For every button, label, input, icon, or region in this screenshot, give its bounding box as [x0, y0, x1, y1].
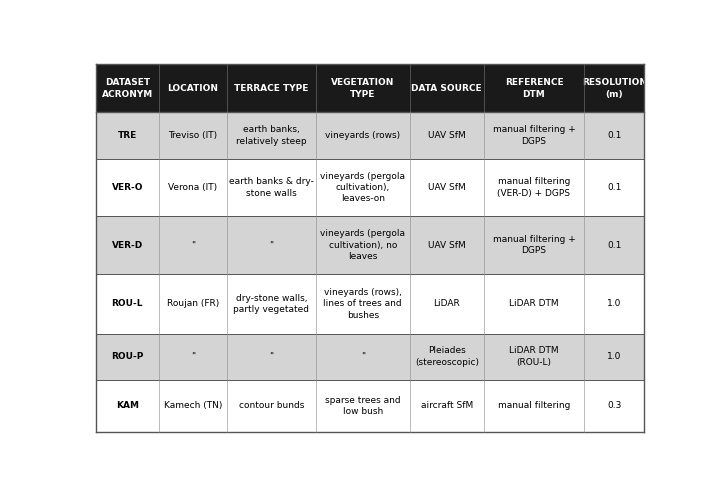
Bar	[159, 380, 227, 432]
Bar	[584, 113, 644, 159]
Text: UAV SfM: UAV SfM	[428, 131, 466, 140]
Text: manual filtering
(VER-D) + DGPS: manual filtering (VER-D) + DGPS	[497, 177, 570, 197]
Bar	[316, 217, 410, 274]
Bar	[410, 159, 484, 217]
Text: 1.0: 1.0	[607, 299, 622, 308]
Bar	[584, 65, 644, 113]
Bar	[227, 217, 316, 274]
Bar	[316, 65, 410, 113]
Bar	[159, 65, 227, 113]
Bar	[227, 159, 316, 217]
Text: UAV SfM: UAV SfM	[428, 183, 466, 192]
Bar	[484, 380, 584, 432]
Text: ROU-L: ROU-L	[112, 299, 143, 308]
Bar	[227, 380, 316, 432]
Bar	[584, 217, 644, 274]
Text: ": "	[191, 352, 195, 361]
Text: 0.1: 0.1	[607, 131, 622, 140]
Text: vineyards (pergola
cultivation), no
leaves: vineyards (pergola cultivation), no leav…	[321, 229, 405, 261]
Bar	[316, 334, 410, 380]
Bar	[96, 274, 159, 334]
Text: VER-D: VER-D	[112, 241, 143, 250]
Text: DATA SOURCE: DATA SOURCE	[412, 84, 482, 93]
Bar	[96, 380, 159, 432]
Text: LiDAR DTM: LiDAR DTM	[509, 299, 559, 308]
Text: VER-O: VER-O	[112, 183, 143, 192]
Text: DATASET
ACRONYM: DATASET ACRONYM	[102, 78, 153, 98]
Bar	[159, 217, 227, 274]
Text: LOCATION: LOCATION	[168, 84, 218, 93]
Bar	[410, 274, 484, 334]
Text: VEGETATION
TYPE: VEGETATION TYPE	[331, 78, 394, 98]
Text: manual filtering +
DGPS: manual filtering + DGPS	[492, 125, 575, 146]
Bar	[96, 113, 159, 159]
Bar	[159, 274, 227, 334]
Bar	[227, 65, 316, 113]
Text: ": "	[269, 352, 274, 361]
Text: 0.1: 0.1	[607, 183, 622, 192]
Bar	[484, 334, 584, 380]
Text: earth banks & dry-
stone walls: earth banks & dry- stone walls	[229, 177, 314, 197]
Text: ": "	[361, 352, 365, 361]
Bar	[484, 159, 584, 217]
Text: ROU-P: ROU-P	[111, 352, 144, 361]
Bar	[227, 113, 316, 159]
Bar	[316, 274, 410, 334]
Text: LiDAR DTM
(ROU-L): LiDAR DTM (ROU-L)	[509, 346, 559, 367]
Bar	[484, 217, 584, 274]
Bar	[484, 274, 584, 334]
Bar	[316, 159, 410, 217]
Text: ": "	[269, 241, 274, 250]
Text: RESOLUTION
(m): RESOLUTION (m)	[582, 78, 647, 98]
Text: ": "	[191, 241, 195, 250]
Text: dry-stone walls,
partly vegetated: dry-stone walls, partly vegetated	[233, 294, 309, 314]
Bar	[159, 159, 227, 217]
Text: Kamech (TN): Kamech (TN)	[164, 401, 222, 411]
Bar	[96, 334, 159, 380]
Text: Pleiades
(stereoscopic): Pleiades (stereoscopic)	[415, 346, 479, 367]
Bar	[410, 217, 484, 274]
Bar	[159, 334, 227, 380]
Bar	[584, 334, 644, 380]
Text: Verona (IT): Verona (IT)	[168, 183, 217, 192]
Bar	[159, 113, 227, 159]
Text: LiDAR: LiDAR	[433, 299, 460, 308]
Bar	[584, 274, 644, 334]
Text: vineyards (rows),
lines of trees and
bushes: vineyards (rows), lines of trees and bus…	[323, 288, 402, 320]
Bar	[584, 159, 644, 217]
Bar	[410, 113, 484, 159]
Text: KAM: KAM	[116, 401, 139, 411]
Text: 0.1: 0.1	[607, 241, 622, 250]
Bar	[484, 113, 584, 159]
Bar	[96, 65, 159, 113]
Text: 0.3: 0.3	[607, 401, 622, 411]
Text: aircraft SfM: aircraft SfM	[421, 401, 473, 411]
Bar	[227, 274, 316, 334]
Text: vineyards (pergola
cultivation),
leaves-on: vineyards (pergola cultivation), leaves-…	[321, 172, 405, 203]
Text: earth banks,
relatively steep: earth banks, relatively steep	[236, 125, 307, 146]
Text: Roujan (FR): Roujan (FR)	[167, 299, 219, 308]
Bar	[96, 217, 159, 274]
Bar	[410, 65, 484, 113]
Text: 1.0: 1.0	[607, 352, 622, 361]
Text: contour bunds: contour bunds	[239, 401, 304, 411]
Text: sparse trees and
low bush: sparse trees and low bush	[325, 396, 401, 416]
Bar	[227, 334, 316, 380]
Text: manual filtering +
DGPS: manual filtering + DGPS	[492, 235, 575, 255]
Bar	[316, 380, 410, 432]
Bar	[584, 380, 644, 432]
Text: Treviso (IT): Treviso (IT)	[168, 131, 217, 140]
Text: REFERENCE
DTM: REFERENCE DTM	[505, 78, 563, 98]
Bar	[410, 380, 484, 432]
Bar	[316, 113, 410, 159]
Text: manual filtering: manual filtering	[497, 401, 570, 411]
Text: vineyards (rows): vineyards (rows)	[325, 131, 401, 140]
Bar	[96, 159, 159, 217]
Text: UAV SfM: UAV SfM	[428, 241, 466, 250]
Text: TRE: TRE	[118, 131, 137, 140]
Text: TERRACE TYPE: TERRACE TYPE	[234, 84, 308, 93]
Bar	[484, 65, 584, 113]
Bar	[410, 334, 484, 380]
